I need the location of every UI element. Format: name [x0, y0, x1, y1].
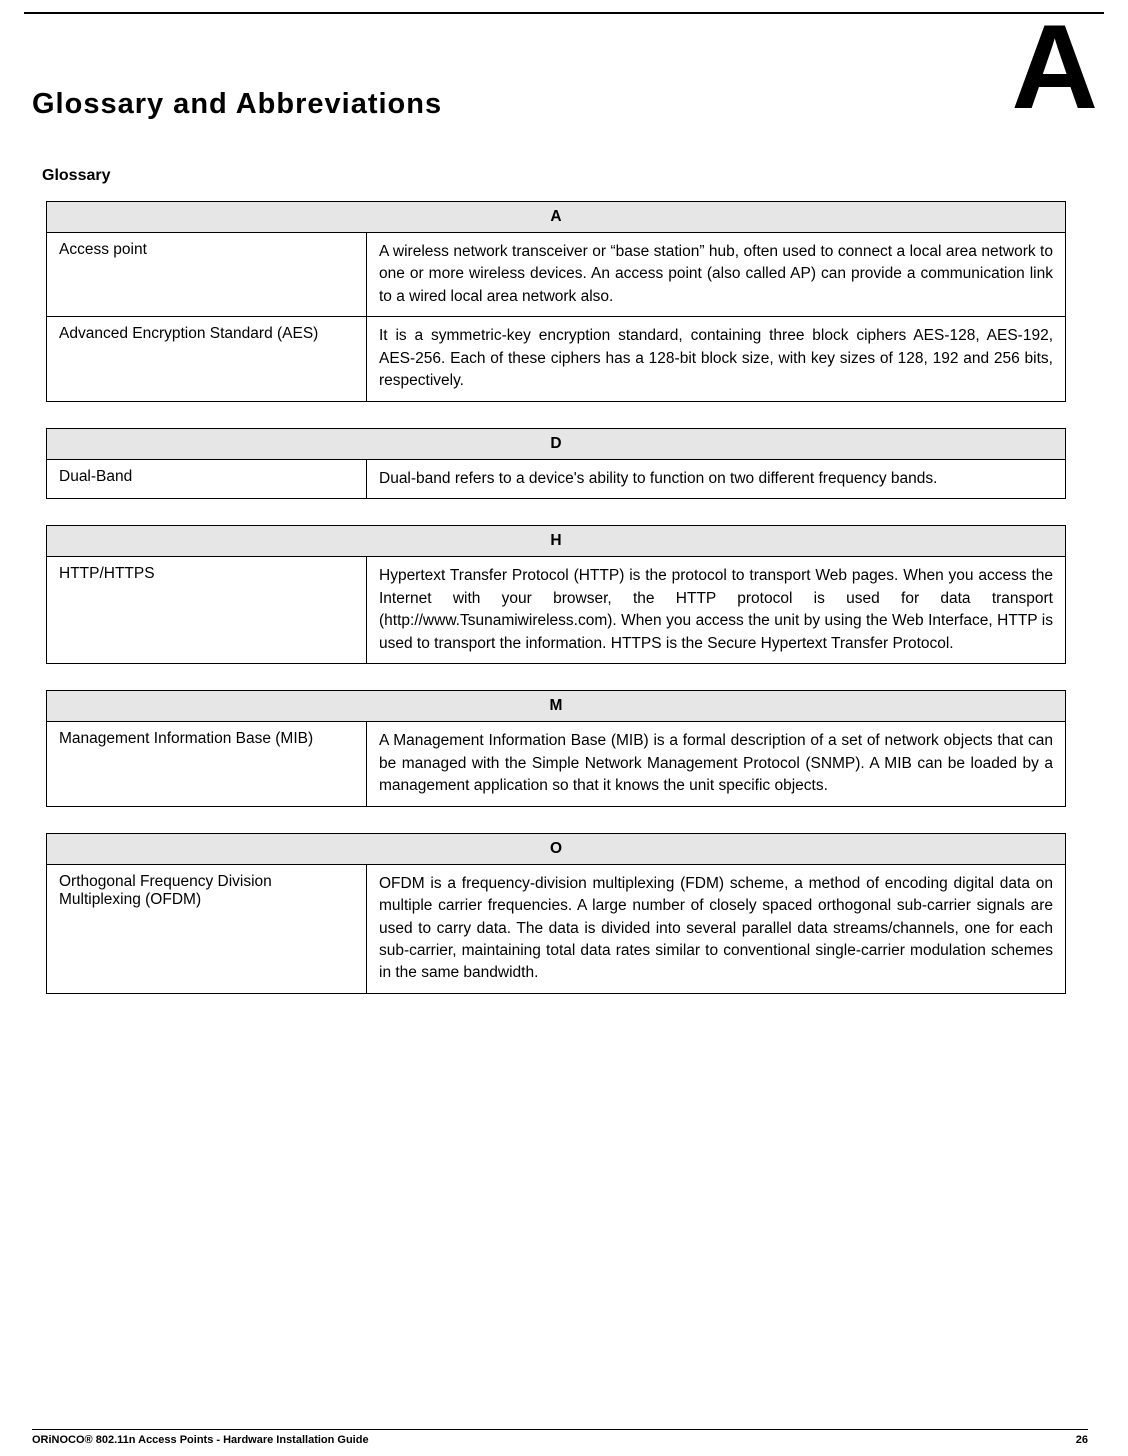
glossary-term: HTTP/HTTPS [47, 557, 367, 664]
glossary-table-h: H HTTP/HTTPS Hypertext Transfer Protocol… [46, 525, 1066, 664]
glossary-table-d: D Dual-Band Dual-band refers to a device… [46, 428, 1066, 499]
table-letter: M [47, 691, 1066, 722]
glossary-table-a: A Access point A wireless network transc… [46, 201, 1066, 402]
glossary-def: A Management Information Base (MIB) is a… [367, 722, 1066, 806]
glossary-term: Orthogonal Frequency Division Multiplexi… [47, 864, 367, 993]
table-letter: O [47, 833, 1066, 864]
table-letter: H [47, 526, 1066, 557]
footer-page-number: 26 [1076, 1434, 1088, 1446]
footer-rule [32, 1429, 1088, 1430]
chapter-header: Glossary and Abbreviations A [32, 54, 1080, 121]
glossary-term: Advanced Encryption Standard (AES) [47, 317, 367, 401]
glossary-term: Management Information Base (MIB) [47, 722, 367, 806]
table-letter: D [47, 428, 1066, 459]
chapter-letter: A [1011, 22, 1098, 112]
footer-guide-title: ORiNOCO® 802.11n Access Points - Hardwar… [32, 1434, 369, 1446]
glossary-table-m: M Management Information Base (MIB) A Ma… [46, 690, 1066, 806]
page-footer: ORiNOCO® 802.11n Access Points - Hardwar… [0, 1429, 1128, 1446]
page-content: Glossary and Abbreviations A Glossary A … [0, 14, 1128, 994]
glossary-def: Hypertext Transfer Protocol (HTTP) is th… [367, 557, 1066, 664]
glossary-table-o: O Orthogonal Frequency Division Multiple… [46, 833, 1066, 994]
glossary-subhead: Glossary [42, 167, 1080, 185]
table-letter: A [47, 202, 1066, 233]
glossary-term: Dual-Band [47, 459, 367, 498]
chapter-title: Glossary and Abbreviations [32, 88, 442, 121]
glossary-term: Access point [47, 233, 367, 317]
glossary-def: It is a symmetric-key encryption standar… [367, 317, 1066, 401]
glossary-def: Dual-band refers to a device's ability t… [367, 459, 1066, 498]
glossary-def: A wireless network transceiver or “base … [367, 233, 1066, 317]
glossary-def: OFDM is a frequency-division multiplexin… [367, 864, 1066, 993]
